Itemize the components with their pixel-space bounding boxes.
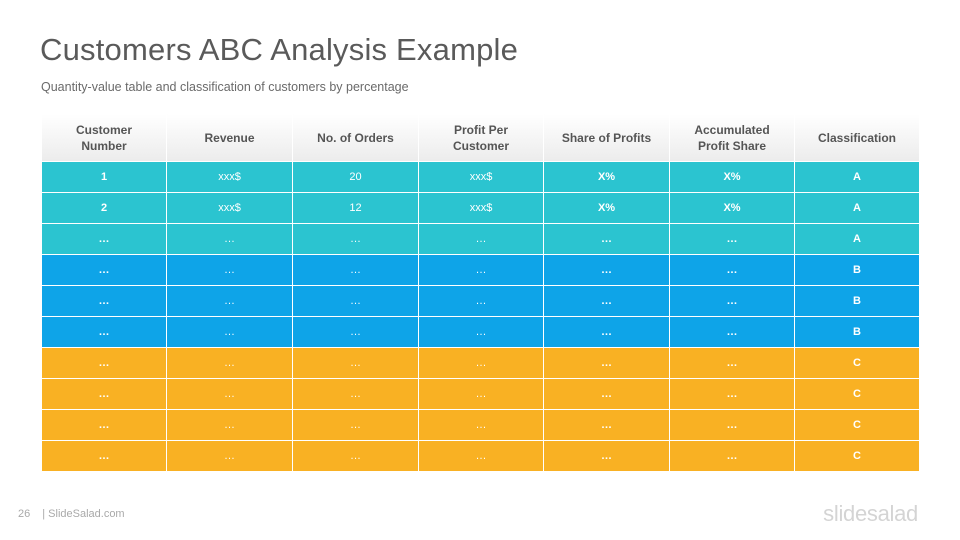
table-cell-accumulated-profit-share: …	[669, 223, 795, 255]
table-cell-no-of-orders: …	[292, 409, 419, 441]
table-cell-classification: C	[794, 378, 920, 410]
table-cell-customer-number: …	[41, 254, 167, 286]
table-cell-share-of-profits: …	[543, 347, 670, 379]
footer-site: | SlideSalad.com	[42, 508, 125, 520]
table-cell-classification: A	[794, 192, 920, 224]
brand-logo: slidesalad	[823, 501, 918, 526]
table-row: ……………… C	[41, 440, 920, 472]
table-cell-classification: B	[794, 254, 920, 286]
table-cell-customer-number: …	[41, 409, 167, 441]
table-cell-revenue: …	[166, 223, 293, 255]
table-cell-profit-per-customer: …	[418, 347, 544, 379]
table-cell-revenue: …	[166, 254, 293, 286]
table-cell-share-of-profits: …	[543, 440, 670, 472]
table-cell-profit-per-customer: …	[418, 223, 544, 255]
table-cell-customer-number: …	[41, 347, 167, 379]
table-cell-classification: B	[794, 316, 920, 348]
table-cell-profit-per-customer: xxx$	[418, 192, 544, 224]
table-cell-profit-per-customer: …	[418, 409, 544, 441]
table-cell-profit-per-customer: …	[418, 440, 544, 472]
column-header-profit-per-customer: Profit Per Customer	[418, 114, 544, 162]
table-cell-revenue: …	[166, 409, 293, 441]
table-row: 2 xxx$ 12 xxx$ X% X% A	[41, 192, 920, 224]
table-cell-accumulated-profit-share: …	[669, 316, 795, 348]
table-cell-customer-number: …	[41, 440, 167, 472]
table-row: 1 xxx$ 20 xxx$ X% X% A	[41, 161, 920, 193]
table-cell-classification: C	[794, 409, 920, 441]
page-number: 26	[18, 508, 31, 520]
table-cell-accumulated-profit-share: …	[669, 254, 795, 286]
table-cell-no-of-orders: …	[292, 378, 419, 410]
table-cell-share-of-profits: …	[543, 223, 670, 255]
table-cell-share-of-profits: X%	[543, 192, 670, 224]
column-header-revenue: Revenue	[166, 114, 293, 162]
table-cell-classification: C	[794, 440, 920, 472]
table-row: ……………… B	[41, 254, 920, 286]
table-cell-revenue: …	[166, 440, 293, 472]
table-cell-accumulated-profit-share: X%	[669, 161, 795, 193]
table-cell-profit-per-customer: …	[418, 378, 544, 410]
table-cell-share-of-profits: …	[543, 254, 670, 286]
table-cell-revenue: …	[166, 316, 293, 348]
table-cell-no-of-orders: …	[292, 347, 419, 379]
slide-footer: 26 | SlideSalad.com	[18, 508, 125, 520]
table-cell-share-of-profits: …	[543, 378, 670, 410]
table-cell-no-of-orders: 12	[292, 192, 419, 224]
table-header-row: Customer Number Revenue No. of Orders Profi…	[41, 114, 920, 162]
table-row: ……………… C	[41, 409, 920, 441]
column-header-customer-number: Customer Number	[41, 114, 167, 162]
table-cell-accumulated-profit-share: …	[669, 378, 795, 410]
table-cell-classification: C	[794, 347, 920, 379]
table-cell-accumulated-profit-share: …	[669, 347, 795, 379]
table-cell-share-of-profits: …	[543, 285, 670, 317]
table-cell-accumulated-profit-share: …	[669, 285, 795, 317]
table-cell-customer-number: …	[41, 378, 167, 410]
table-cell-customer-number: 1	[41, 161, 167, 193]
table-row: ……………… A	[41, 223, 920, 255]
slide-subtitle: Quantity-value table and classification …	[41, 80, 409, 94]
table-cell-revenue: xxx$	[166, 192, 293, 224]
table-cell-profit-per-customer: …	[418, 316, 544, 348]
table-row: ……………… B	[41, 285, 920, 317]
table-cell-share-of-profits: …	[543, 316, 670, 348]
table-cell-revenue: xxx$	[166, 161, 293, 193]
table-cell-profit-per-customer: …	[418, 285, 544, 317]
table-cell-classification: A	[794, 161, 920, 193]
column-header-accumulated-profit-share: Accumulated Profit Share	[669, 114, 795, 162]
table-cell-classification: A	[794, 223, 920, 255]
table-body: 1 xxx$ 20 xxx$ X% X% A 2 xxx$ 12 xxx$ X% X% A……………… A……	[41, 161, 920, 472]
column-header-share-of-profits: Share of Profits	[543, 114, 670, 162]
table-cell-accumulated-profit-share: X%	[669, 192, 795, 224]
table-cell-no-of-orders: …	[292, 254, 419, 286]
table-cell-share-of-profits: X%	[543, 161, 670, 193]
table-cell-accumulated-profit-share: …	[669, 409, 795, 441]
table-cell-no-of-orders: …	[292, 440, 419, 472]
table-cell-profit-per-customer: xxx$	[418, 161, 544, 193]
table-cell-no-of-orders: …	[292, 285, 419, 317]
table-cell-accumulated-profit-share: …	[669, 440, 795, 472]
table-cell-no-of-orders: …	[292, 223, 419, 255]
table-row: ……………… C	[41, 347, 920, 379]
column-header-no-of-orders: No. of Orders	[292, 114, 419, 162]
table-cell-revenue: …	[166, 285, 293, 317]
table-cell-profit-per-customer: …	[418, 254, 544, 286]
column-header-classification: Classification	[794, 114, 920, 162]
slide-title: Customers ABC Analysis Example	[40, 32, 519, 67]
table-cell-no-of-orders: 20	[292, 161, 419, 193]
table-cell-customer-number: 2	[41, 192, 167, 224]
table-cell-customer-number: …	[41, 285, 167, 317]
table-cell-revenue: …	[166, 378, 293, 410]
abc-analysis-table: Customer Number Revenue No. of Orders Profi…	[41, 114, 920, 472]
table-cell-classification: B	[794, 285, 920, 317]
table-row: ……………… B	[41, 316, 920, 348]
table-cell-revenue: …	[166, 347, 293, 379]
table-cell-customer-number: …	[41, 316, 167, 348]
table-cell-no-of-orders: …	[292, 316, 419, 348]
table-row: ……………… C	[41, 378, 920, 410]
table-cell-share-of-profits: …	[543, 409, 670, 441]
table-cell-customer-number: …	[41, 223, 167, 255]
